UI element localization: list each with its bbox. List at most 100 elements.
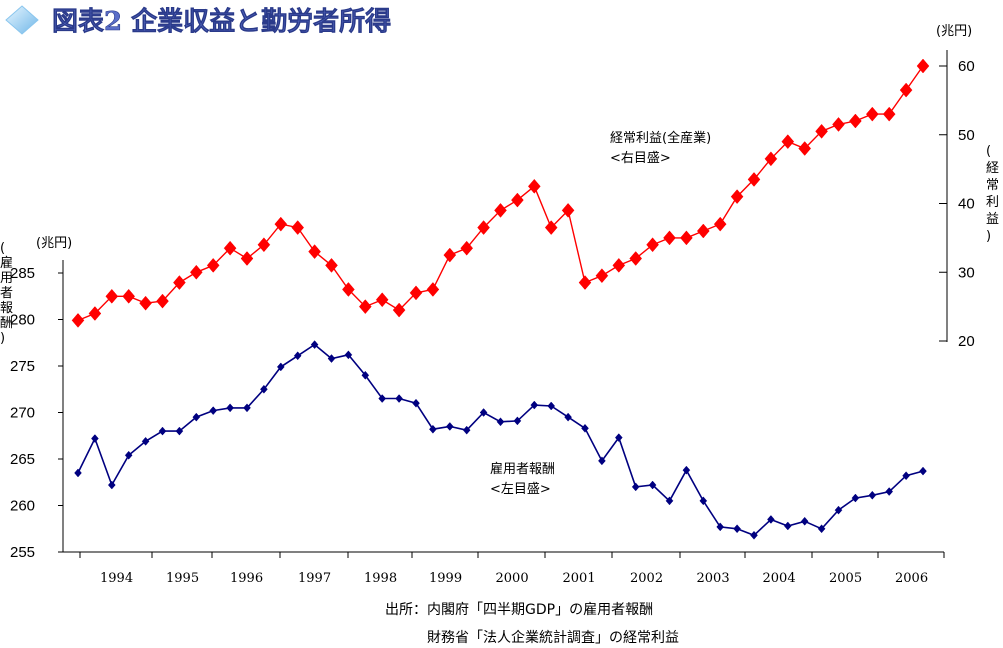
data-point-compensation (344, 350, 353, 360)
data-point-compensation (851, 493, 860, 503)
right-axis-title-char: 益 (986, 212, 999, 227)
right-axis-tick-label: 20 (958, 333, 975, 350)
series-line-profit (77, 65, 924, 322)
left-axis-title-char: 者 (0, 286, 13, 301)
x-axis-year-label: 1997 (298, 571, 331, 586)
right-axis-tick-label: 40 (958, 196, 975, 213)
data-point-profit (494, 202, 507, 218)
data-point-profit (88, 306, 102, 321)
data-point-compensation (665, 496, 674, 506)
data-point-profit (392, 302, 406, 318)
data-point-compensation (598, 456, 606, 466)
data-point-profit (409, 285, 423, 301)
data-point-profit (173, 275, 186, 290)
data-point-profit (696, 223, 710, 239)
left-axis-tick-label: 260 (10, 498, 35, 515)
data-point-compensation (243, 403, 251, 413)
left-axis-title-char: ( (0, 241, 5, 256)
axes: 255 260 265 270 275 280 285 1994 1995 1996 1997 199… (10, 50, 975, 586)
x-axis-year-label: 2002 (630, 571, 663, 586)
source-line2: 財務省「法人企業統計調査」の経常利益 (427, 629, 679, 646)
series-label-compensation-line2: <左目盛> (490, 482, 551, 497)
data-point-compensation (834, 505, 843, 515)
data-point-profit (206, 257, 220, 273)
data-point-compensation (699, 496, 708, 506)
data-point-compensation (783, 521, 792, 531)
data-point-compensation (496, 417, 505, 427)
x-axis-year-label: 2001 (563, 571, 596, 586)
data-point-compensation (276, 362, 285, 372)
data-point-profit (257, 237, 271, 253)
left-axis-unit: (兆円) (36, 236, 72, 251)
x-axis-year-label: 1994 (100, 571, 133, 586)
x-axis-year-label: 2000 (496, 571, 529, 586)
data-point-profit (747, 172, 761, 187)
x-axis-year-label: 2004 (763, 571, 796, 586)
data-point-profit (325, 257, 338, 273)
data-point-profit (156, 293, 169, 309)
series-label-compensation-line1: 雇用者報酬 (490, 461, 555, 477)
data-point-profit (223, 240, 237, 256)
data-point-profit (595, 268, 609, 284)
left-axis-tick-label: 275 (10, 358, 35, 375)
right-axis-title: (経常利益) (986, 144, 999, 244)
data-point-compensation (868, 490, 877, 500)
x-axis-year-label: 1995 (166, 571, 199, 586)
data-point-compensation (564, 412, 572, 422)
data-point-compensation (885, 487, 894, 496)
right-axis-title-char: 常 (986, 178, 999, 193)
left-axis-title-char: 用 (0, 271, 13, 286)
data-point-compensation (91, 434, 99, 443)
x-axis-year-label: 1998 (364, 571, 397, 586)
series-label-profit: 経常利益(全産業) <右目盛> (610, 130, 711, 166)
data-point-profit (274, 216, 288, 232)
left-axis-tick-label: 280 (10, 312, 35, 329)
chart-title: 図表2 企業収益と勤労者所得 (5, 5, 391, 37)
right-axis-title-char: ) (986, 229, 991, 244)
data-point-profit (713, 216, 727, 232)
data-point-compensation (919, 466, 927, 476)
left-axis-tick-label: 255 (10, 544, 35, 561)
data-point-compensation (124, 450, 133, 460)
left-axis-title-char: ) (0, 331, 5, 346)
x-axis-year-label: 1996 (230, 571, 263, 586)
data-point-profit (882, 106, 896, 122)
x-axis-year-label: 2005 (829, 571, 862, 586)
data-point-compensation (631, 482, 640, 492)
right-axis-tick-label: 50 (958, 127, 975, 144)
right-axis-title-char: ( (986, 144, 991, 159)
data-point-compensation (107, 480, 116, 490)
data-point-compensation (902, 471, 910, 481)
data-point-profit (730, 189, 744, 205)
data-point-profit (375, 292, 389, 308)
data-point-profit (105, 288, 119, 304)
data-point-compensation (581, 423, 589, 433)
x-axis-year-label: 2003 (697, 571, 730, 586)
data-point-compensation (648, 480, 657, 490)
data-point-profit (122, 288, 136, 304)
data-point-profit (815, 123, 828, 139)
data-point-profit (71, 312, 85, 328)
series-label-compensation: 雇用者報酬 <左目盛> (490, 461, 555, 497)
series-layer (71, 58, 930, 540)
data-point-profit (544, 220, 558, 235)
data-point-profit (899, 82, 913, 98)
diamond-bullet-icon (5, 5, 39, 35)
data-point-profit (460, 240, 474, 256)
x-axis-year-label: 1999 (429, 571, 462, 586)
data-point-compensation (462, 425, 471, 435)
data-point-profit (443, 247, 457, 263)
data-point-compensation (310, 340, 319, 349)
right-axis-title-char: 経 (986, 161, 999, 176)
left-axis-tick-label: 285 (10, 265, 35, 282)
data-point-profit (680, 230, 693, 246)
data-point-profit (764, 151, 778, 167)
right-axis-unit: (兆円) (936, 24, 972, 39)
data-point-compensation (445, 422, 454, 431)
right-axis-tick-label: 60 (958, 58, 975, 75)
data-point-compensation (293, 351, 302, 361)
data-point-profit (849, 113, 862, 129)
data-point-profit (139, 295, 152, 311)
data-point-compensation (395, 394, 403, 403)
data-point-profit (865, 106, 879, 122)
